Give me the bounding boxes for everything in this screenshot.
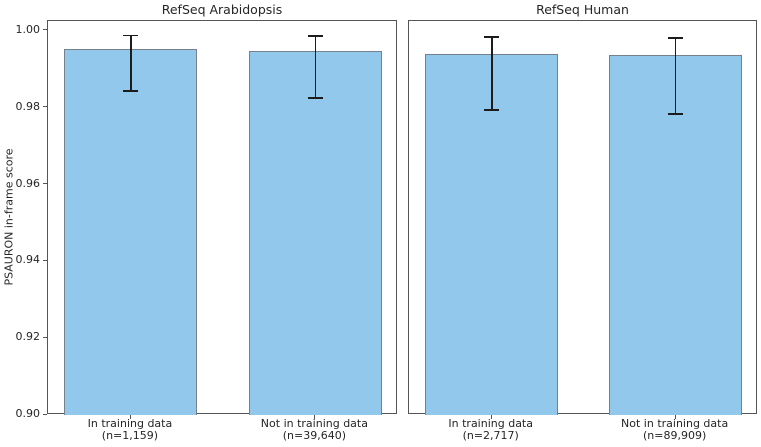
y-tick-mark (43, 183, 47, 185)
x-tick-label: Not in training data (n=39,640) (224, 418, 404, 442)
x-tick-label: Not in training data (n=89,909) (585, 418, 761, 442)
bar (64, 49, 198, 415)
error-bar-cap-top (668, 37, 684, 39)
y-tick-mark (43, 336, 47, 338)
plot-area (47, 20, 397, 415)
error-bar-line (130, 35, 132, 91)
x-tick-label: In training data (n=1,159) (40, 418, 220, 442)
y-tick-label: 0.92 (15, 330, 41, 344)
x-tick-label-line: In training data (87, 417, 173, 430)
x-tick-label-line: (n=1,159) (101, 429, 159, 442)
bar (425, 54, 558, 415)
bar (609, 54, 742, 415)
y-tick-mark (43, 106, 47, 108)
y-tick-mark (43, 29, 47, 31)
error-bar-cap-top (123, 34, 139, 37)
panel-title: RefSeq Arabidopsis (161, 2, 283, 17)
x-tick-label-line: In training data (448, 417, 533, 430)
x-tick-label-line: Not in training data (260, 417, 368, 430)
x-tick-label-line: (n=39,640) (282, 429, 347, 442)
error-bar-cap-bottom (484, 109, 500, 111)
panel-title: RefSeq Human (536, 2, 629, 17)
x-tick-mark (490, 415, 492, 419)
y-tick-label: 0.94 (15, 253, 41, 267)
y-tick-label: 0.90 (15, 407, 41, 420)
y-tick-mark (43, 259, 47, 261)
error-bar-line (674, 37, 677, 114)
error-bar-cap-top (484, 36, 500, 38)
x-tick-mark (674, 415, 676, 419)
x-tick-mark (129, 415, 131, 419)
error-bar-cap-bottom (668, 113, 684, 115)
y-tick-label: 0.98 (15, 99, 41, 113)
plot-area (408, 20, 757, 415)
x-tick-label-line: Not in training data (621, 417, 729, 430)
x-tick-label-line: (n=2,717) (462, 429, 519, 442)
x-tick-mark (314, 415, 316, 419)
error-bar-cap-top (307, 35, 323, 37)
error-bar-cap-bottom (123, 90, 139, 92)
x-tick-label: In training data (n=2,717) (401, 418, 581, 442)
y-tick-mark (43, 413, 47, 415)
error-bar-line (490, 37, 493, 111)
y-tick-label: 1.00 (15, 22, 41, 36)
error-bar-cap-bottom (307, 97, 323, 99)
error-bar-line (314, 35, 317, 98)
bar (248, 50, 382, 415)
x-tick-label-line: (n=89,909) (642, 429, 707, 442)
y-tick-label: 0.96 (15, 176, 41, 190)
